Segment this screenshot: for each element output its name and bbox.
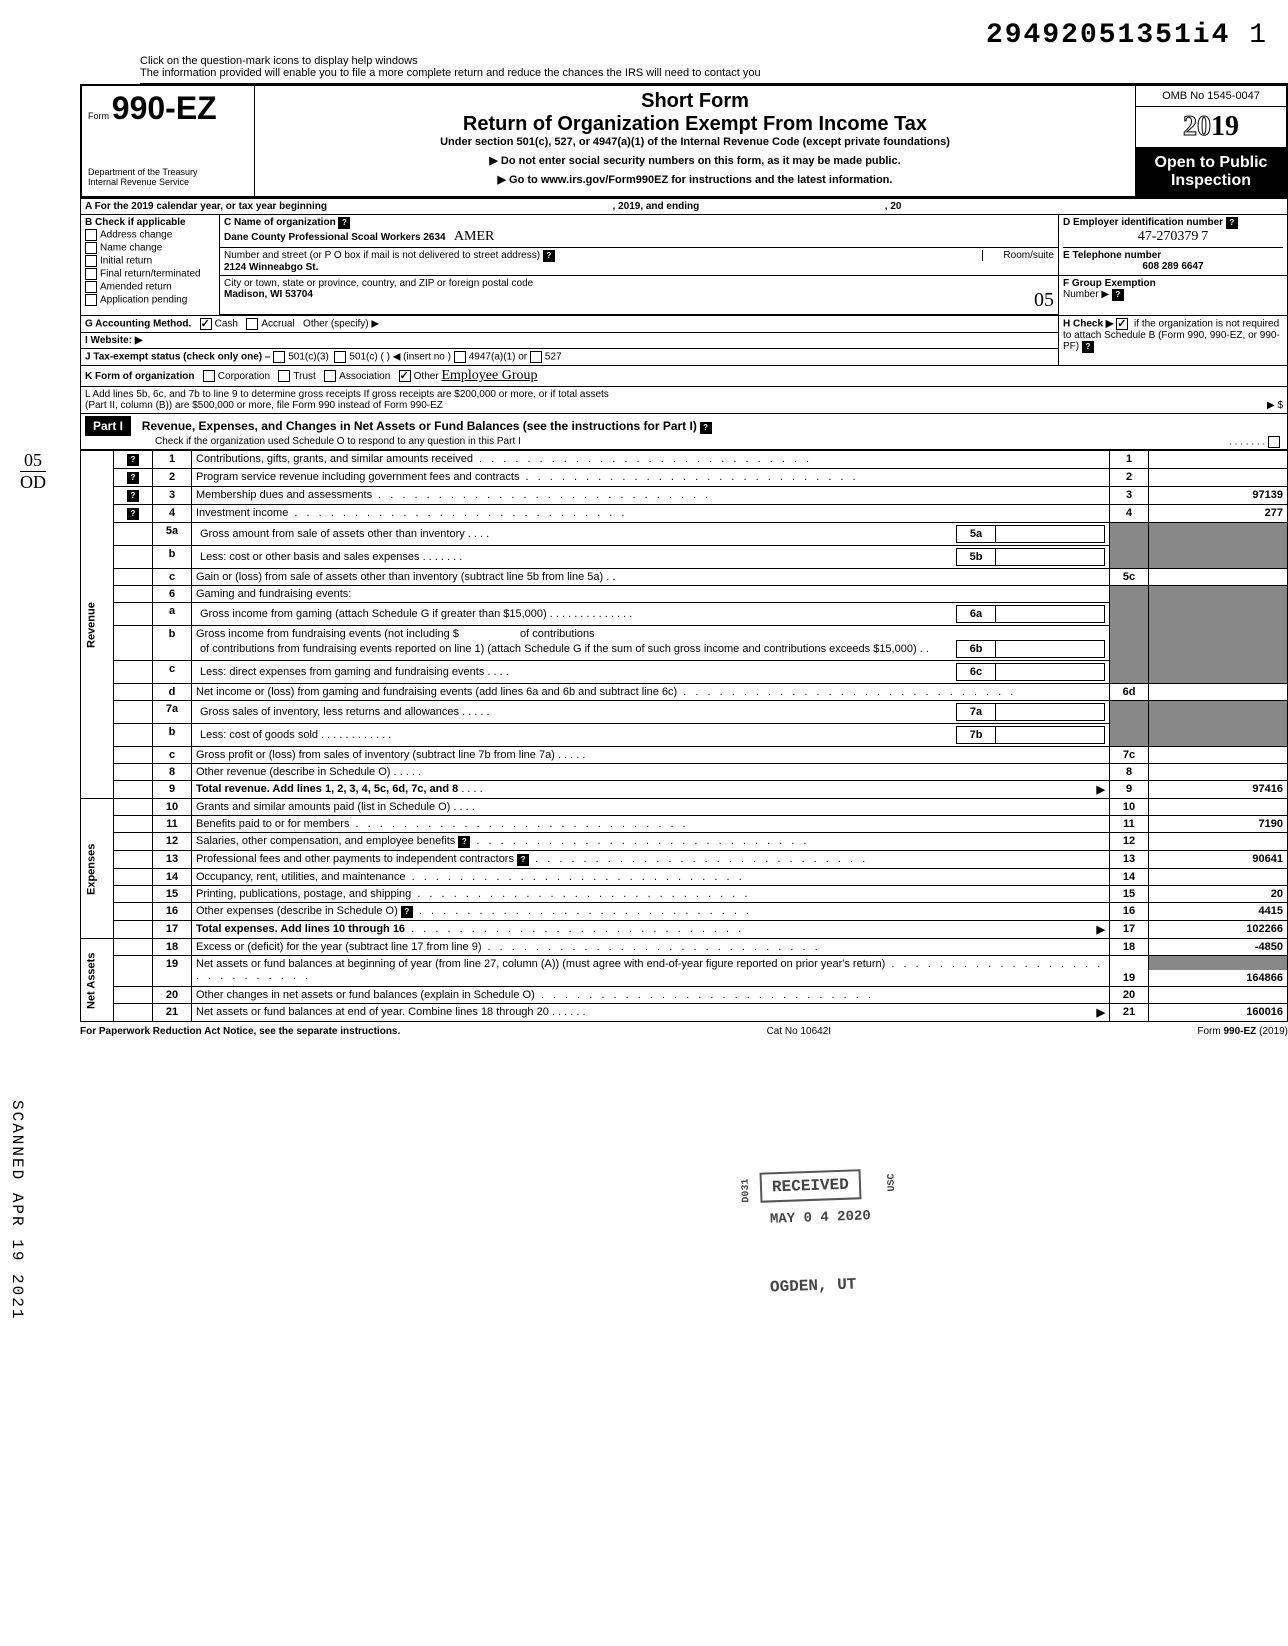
document-id: 29492051351i4 1: [20, 20, 1268, 51]
group-exemption-cell: F Group Exemption Number ▶ ?: [1059, 276, 1288, 316]
help-icon[interactable]: ?: [338, 217, 350, 229]
form-prefix: Form: [88, 111, 109, 121]
part-1-header: Part I Revenue, Expenses, and Changes in…: [80, 414, 1288, 450]
short-form-label: Short Form: [261, 90, 1129, 113]
check-501c3[interactable]: [273, 351, 285, 363]
check-other-org[interactable]: [399, 370, 411, 382]
form-number: 990-EZ: [112, 90, 217, 126]
check-final-return[interactable]: [85, 268, 97, 280]
org-name-cell: C Name of organization ? Dane County Pro…: [220, 215, 1059, 248]
net-assets-label: Net Assets: [81, 939, 114, 1022]
check-trust[interactable]: [278, 370, 290, 382]
code-subtitle: Under section 501(c), 527, or 4947(a)(1)…: [261, 136, 1129, 148]
check-4947[interactable]: [454, 351, 466, 363]
city-cell: City or town, state or province, country…: [220, 276, 1059, 315]
check-corporation[interactable]: [203, 370, 215, 382]
tax-exempt-status: J Tax-exempt status (check only one) – 5…: [81, 349, 1059, 366]
check-name-change[interactable]: [85, 242, 97, 254]
schedule-b-check: H Check ▶ if the organization is not req…: [1059, 316, 1288, 366]
check-accrual[interactable]: [246, 318, 258, 330]
check-address-change[interactable]: [85, 229, 97, 241]
check-amended-return[interactable]: [85, 281, 97, 293]
expenses-label: Expenses: [81, 799, 114, 939]
help-icon[interactable]: ?: [1112, 289, 1124, 301]
ogden-stamp: OGDEN, UT: [760, 1271, 867, 1301]
dept-treasury: Department of the Treasury: [88, 167, 248, 177]
check-not-required-schedule-b[interactable]: [1116, 318, 1128, 330]
line-a: A For the 2019 calendar year, or tax yea…: [81, 199, 1288, 215]
omb-number: OMB No 1545-0047: [1136, 86, 1286, 107]
form-header-table: Form 990-EZ Department of the Treasury I…: [80, 84, 1288, 198]
help-text: Click on the question-mark icons to disp…: [140, 51, 1288, 84]
return-title: Return of Organization Exempt From Incom…: [261, 113, 1129, 136]
tax-year: 2019: [1183, 111, 1239, 142]
open-public-badge: Open to PublicInspection: [1136, 148, 1286, 196]
revenue-label: Revenue: [81, 451, 114, 799]
org-info-table: A For the 2019 calendar year, or tax yea…: [80, 198, 1288, 414]
website: I Website: ▶: [81, 333, 1059, 349]
check-association[interactable]: [324, 370, 336, 382]
ein-phone-cell: D Employer identification number ? 47-27…: [1059, 215, 1288, 276]
margin-fraction: 05 OD: [20, 450, 46, 493]
line-b-checks: B Check if applicable Address change Nam…: [81, 215, 220, 316]
goto-link: ▶ Go to www.irs.gov/Form990EZ for instru…: [261, 173, 1129, 186]
check-application-pending[interactable]: [85, 294, 97, 306]
part-1-table: Revenue ?1 Contributions, gifts, grants,…: [80, 450, 1288, 1022]
line-l: L Add lines 5b, 6c, and 7b to line 9 to …: [81, 387, 1288, 414]
check-schedule-o[interactable]: [1268, 436, 1280, 448]
ssn-warning: ▶ Do not enter social security numbers o…: [261, 154, 1129, 167]
accounting-method: G Accounting Method. Cash Accrual Other …: [81, 316, 1059, 333]
check-cash[interactable]: [200, 318, 212, 330]
dept-irs: Internal Revenue Service: [88, 177, 248, 187]
help-icon[interactable]: ?: [1226, 217, 1238, 229]
received-date-stamp: D031 MAY 0 4 2020 USC: [760, 1204, 882, 1232]
check-501c[interactable]: [334, 351, 346, 363]
footer: For Paperwork Reduction Act Notice, see …: [80, 1022, 1288, 1037]
help-icon[interactable]: ?: [1082, 341, 1094, 353]
address-cell: Number and street (or P O box if mail is…: [220, 248, 1059, 276]
help-icon[interactable]: ?: [700, 422, 712, 434]
received-stamp: RECEIVED: [760, 1169, 862, 1203]
scanned-stamp: SCANNED APR 19 2021: [8, 1100, 26, 1320]
form-of-org: K Form of organization Corporation Trust…: [81, 366, 1288, 387]
check-initial-return[interactable]: [85, 255, 97, 267]
check-527[interactable]: [530, 351, 542, 363]
help-icon[interactable]: ?: [543, 250, 555, 262]
